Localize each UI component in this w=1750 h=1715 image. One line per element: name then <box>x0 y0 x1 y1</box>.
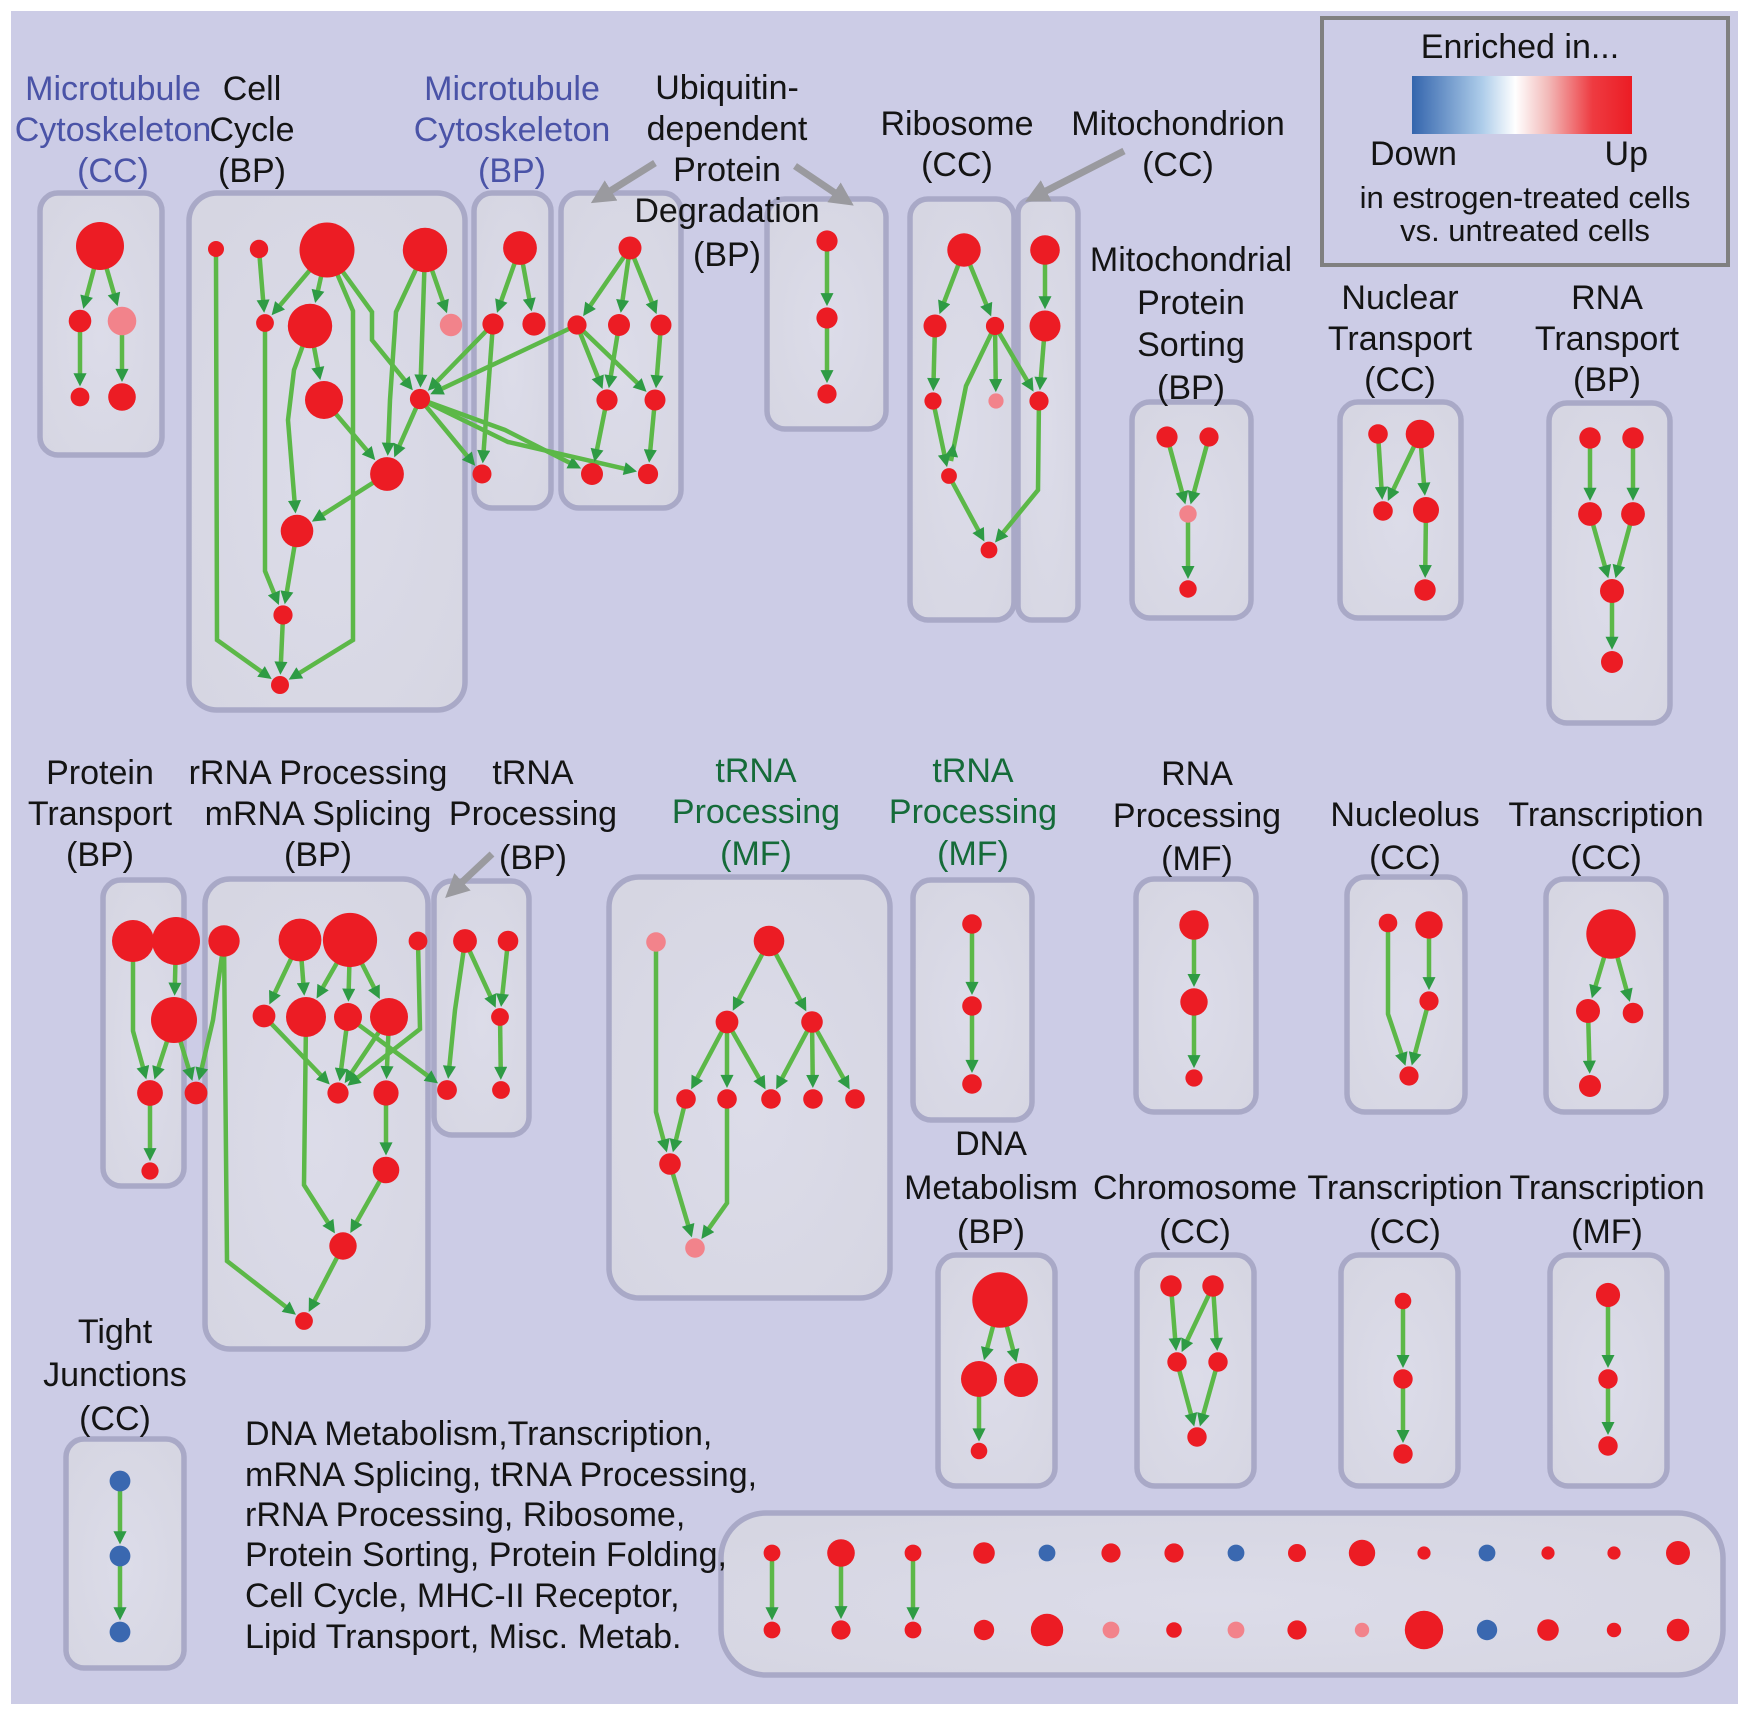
svg-text:Ubiquitin-: Ubiquitin- <box>655 69 799 107</box>
svg-text:Transcription: Transcription <box>1307 1169 1502 1207</box>
svg-text:Cytoskeleton: Cytoskeleton <box>414 111 611 149</box>
svg-text:Microtubule: Microtubule <box>25 70 201 108</box>
svg-text:(MF): (MF) <box>720 835 792 873</box>
svg-text:tRNA: tRNA <box>492 754 574 792</box>
svg-text:Protein: Protein <box>46 754 154 792</box>
svg-text:Transport: Transport <box>1535 320 1680 358</box>
svg-text:Transcription: Transcription <box>1508 796 1703 834</box>
svg-text:(MF): (MF) <box>1571 1213 1643 1251</box>
svg-text:Chromosome: Chromosome <box>1093 1169 1297 1207</box>
svg-text:Microtubule: Microtubule <box>424 70 600 108</box>
svg-text:Cell Cycle, MHC-II Receptor,: Cell Cycle, MHC-II Receptor, <box>245 1577 680 1615</box>
svg-text:Transport: Transport <box>1328 320 1473 358</box>
svg-text:(CC): (CC) <box>921 146 993 184</box>
svg-text:Mitochondrial: Mitochondrial <box>1090 241 1292 279</box>
svg-text:Processing: Processing <box>889 793 1057 831</box>
svg-text:Degradation: Degradation <box>634 192 819 230</box>
svg-text:(BP): (BP) <box>693 236 761 274</box>
svg-text:Mitochondrion: Mitochondrion <box>1071 105 1285 143</box>
svg-text:RNA: RNA <box>1161 755 1233 793</box>
svg-text:(CC): (CC) <box>1369 839 1441 877</box>
svg-text:tRNA: tRNA <box>715 752 797 790</box>
svg-text:Down: Down <box>1370 135 1457 173</box>
svg-text:Cell: Cell <box>223 70 282 108</box>
svg-text:(CC): (CC) <box>1142 146 1214 184</box>
svg-text:Processing: Processing <box>1113 797 1281 835</box>
svg-text:(CC): (CC) <box>1364 361 1436 399</box>
svg-text:Protein: Protein <box>673 151 781 189</box>
svg-text:rRNA Processing: rRNA Processing <box>189 754 448 792</box>
svg-text:(CC): (CC) <box>1369 1213 1441 1251</box>
svg-text:Protein Sorting, Protein Foldi: Protein Sorting, Protein Folding, <box>245 1536 727 1574</box>
svg-text:Lipid Transport, Misc. Metab.: Lipid Transport, Misc. Metab. <box>245 1618 682 1656</box>
svg-text:Cytoskeleton: Cytoskeleton <box>15 111 212 149</box>
svg-text:DNA: DNA <box>955 1125 1027 1163</box>
svg-text:(BP): (BP) <box>218 152 286 190</box>
svg-text:(BP): (BP) <box>478 152 546 190</box>
svg-text:dependent: dependent <box>647 110 808 148</box>
svg-text:Processing: Processing <box>449 795 617 833</box>
svg-text:(CC): (CC) <box>1159 1213 1231 1251</box>
svg-text:(CC): (CC) <box>1570 839 1642 877</box>
svg-text:(BP): (BP) <box>499 839 567 877</box>
svg-text:Cycle: Cycle <box>209 111 294 149</box>
svg-text:Nucleolus: Nucleolus <box>1330 796 1479 834</box>
svg-text:DNA Metabolism,Transcription,: DNA Metabolism,Transcription, <box>245 1415 712 1453</box>
svg-text:Up: Up <box>1605 135 1648 173</box>
svg-text:(BP): (BP) <box>957 1213 1025 1251</box>
svg-text:(BP): (BP) <box>1157 369 1225 407</box>
svg-text:vs. untreated cells: vs. untreated cells <box>1400 213 1650 248</box>
svg-text:(BP): (BP) <box>66 836 134 874</box>
svg-text:Sorting: Sorting <box>1137 326 1245 364</box>
svg-text:Transcription: Transcription <box>1509 1169 1704 1207</box>
svg-text:RNA: RNA <box>1571 279 1643 317</box>
svg-text:Nuclear: Nuclear <box>1341 279 1458 317</box>
svg-text:(BP): (BP) <box>284 836 352 874</box>
svg-text:(MF): (MF) <box>1161 840 1233 878</box>
svg-text:Ribosome: Ribosome <box>880 105 1033 143</box>
svg-text:Junctions: Junctions <box>43 1356 187 1394</box>
svg-text:tRNA: tRNA <box>932 752 1014 790</box>
svg-text:(BP): (BP) <box>1573 361 1641 399</box>
svg-text:Metabolism: Metabolism <box>904 1169 1078 1207</box>
svg-text:mRNA Splicing: mRNA Splicing <box>205 795 432 833</box>
svg-text:(CC): (CC) <box>77 152 149 190</box>
svg-text:(CC): (CC) <box>79 1400 151 1438</box>
svg-text:in estrogen-treated cells: in estrogen-treated cells <box>1360 180 1691 215</box>
svg-text:Processing: Processing <box>672 793 840 831</box>
svg-text:Tight: Tight <box>78 1313 153 1351</box>
svg-text:rRNA Processing, Ribosome,: rRNA Processing, Ribosome, <box>245 1496 685 1534</box>
svg-text:Enriched in...: Enriched in... <box>1421 28 1619 66</box>
svg-text:Protein: Protein <box>1137 284 1245 322</box>
svg-text:mRNA Splicing, tRNA Processing: mRNA Splicing, tRNA Processing, <box>245 1456 757 1494</box>
svg-text:(MF): (MF) <box>937 835 1009 873</box>
svg-text:Transport: Transport <box>28 795 173 833</box>
